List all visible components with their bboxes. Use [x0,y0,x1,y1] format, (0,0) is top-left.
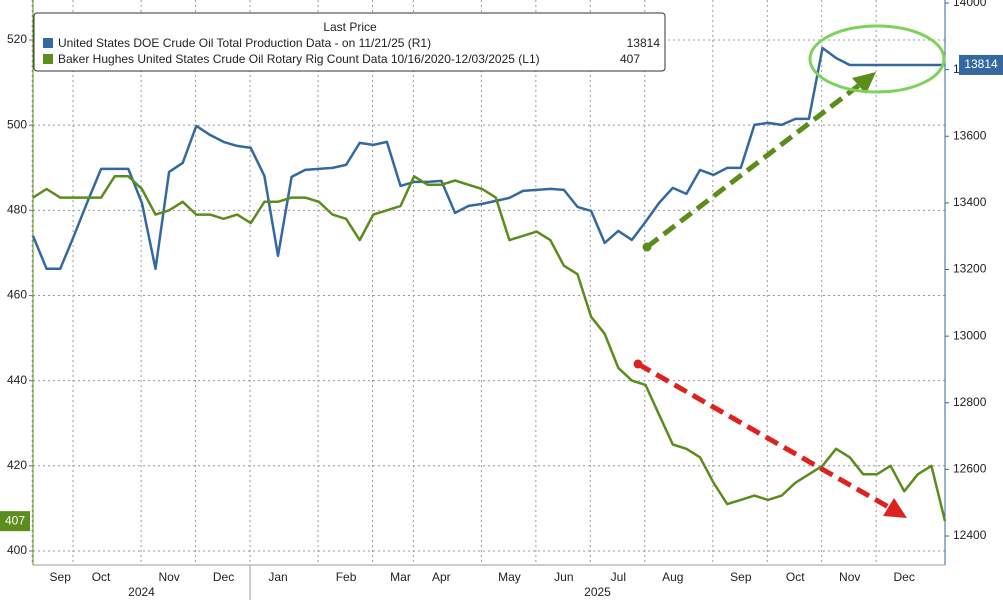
y-tick-label: 520 [7,32,27,46]
y2-tick-label: 12400 [953,528,987,542]
year-label: 2024 [128,585,155,599]
x-tick-label: Jun [554,570,573,584]
x-tick-label: Oct [786,570,805,584]
x-tick-label: Jan [268,570,287,584]
arrow-head [883,498,907,518]
annotations [633,24,946,518]
legend-title: Last Price [323,20,377,34]
x-tick-label: Jul [611,570,626,584]
x-tick-label: May [498,570,521,584]
last-value-label: 407 [5,513,25,527]
x-tick-label: Nov [839,570,860,584]
y2-tick-label: 13000 [953,328,987,342]
legend-swatch [43,54,53,64]
trend-arrow [636,361,894,512]
x-tick-label: Aug [662,570,683,584]
arrow-head [852,72,876,94]
y-tick-label: 500 [7,117,27,131]
x-tick-label: Sep [50,570,72,584]
last-value-tag [0,511,30,532]
y2-tick-label: 12800 [953,395,987,409]
y2-tick-label: 14000 [953,0,987,9]
y-tick-label: 440 [7,373,27,387]
x-tick-label: Apr [432,570,451,584]
x-tick-label: Dec [213,570,234,584]
legend-swatch [43,38,53,48]
x-tick-label: Nov [158,570,179,584]
y2-tick-label: 13200 [953,262,987,276]
year-label: 2025 [584,585,611,599]
y-tick-label: 420 [7,458,27,472]
legend-label: Baker Hughes United States Crude Oil Rot… [58,52,540,66]
legend: Last Price United States DOE Crude Oil T… [33,12,666,72]
last-value-tag [959,54,1003,75]
x-tick-label: Sep [730,570,752,584]
arrow-start [642,242,652,252]
trend-arrow [645,81,864,249]
y-tick-label: 460 [7,288,27,302]
y2-tick-label: 13600 [953,128,987,142]
x-tick-label: Feb [336,570,357,584]
series-line [31,46,945,271]
last-value-label: 13814 [964,57,998,71]
y2-tick-label: 12600 [953,462,987,476]
legend-label: United States DOE Crude Oil Total Produc… [58,36,431,50]
arrow-start [633,359,643,369]
x-tick-label: Oct [92,570,111,584]
x-tick-label: Mar [390,570,411,584]
y2-tick-label: 13400 [953,195,987,209]
highlight-ellipse [808,24,946,94]
legend-value: 13814 [627,36,661,50]
y-tick-label: 400 [7,543,27,557]
series-line [32,175,947,522]
legend-box [33,12,666,72]
x-tick-label: Dec [893,570,914,584]
legend-value: 407 [620,52,640,66]
y-tick-label: 480 [7,203,27,217]
